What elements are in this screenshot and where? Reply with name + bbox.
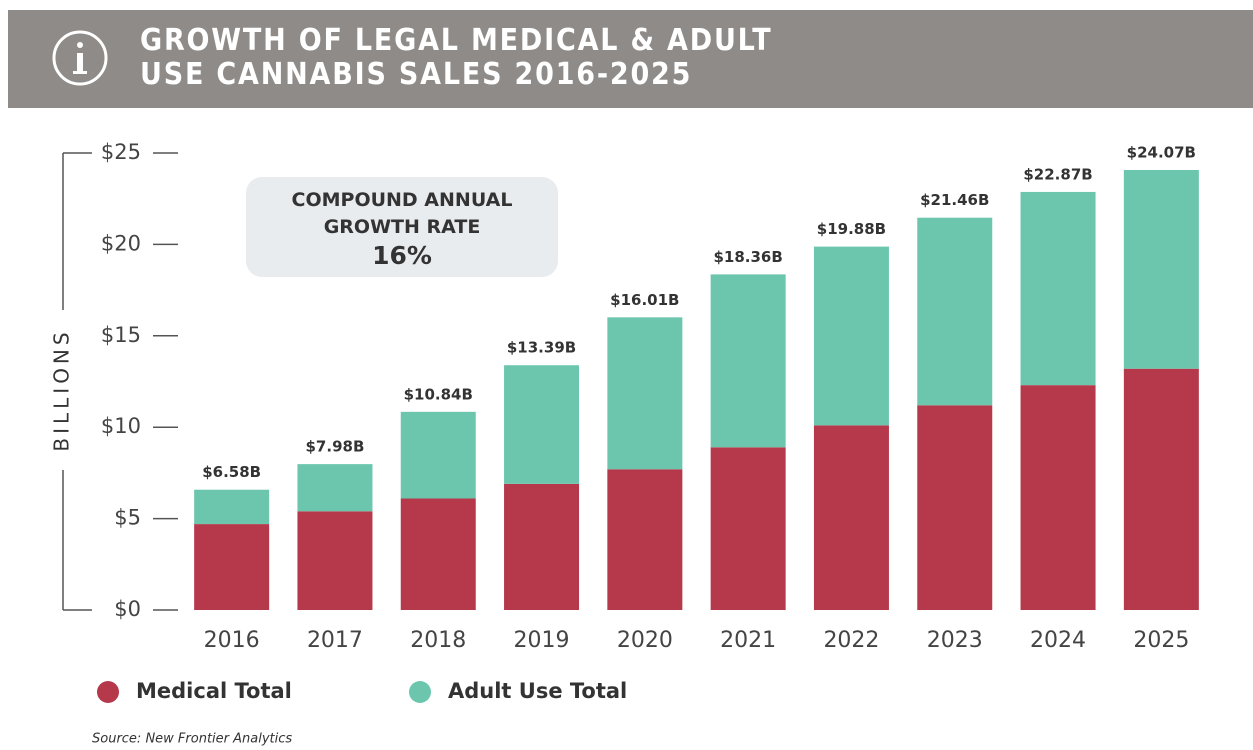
bar-segment xyxy=(607,469,683,610)
total-label: $22.87B xyxy=(1023,165,1092,183)
bar-segment xyxy=(710,447,786,610)
x-tick-label: 2024 xyxy=(1030,628,1086,653)
axis-label-bg xyxy=(50,310,76,470)
legend-swatch xyxy=(409,681,431,703)
x-tick-label: 2021 xyxy=(720,628,776,653)
bar-segment xyxy=(400,411,476,499)
bar-segment xyxy=(297,511,373,610)
x-tick-label: 2017 xyxy=(307,628,363,653)
source: Source: New Frontier Analytics xyxy=(92,732,292,747)
x-tick-label: 2022 xyxy=(823,628,879,653)
y-tick-label: $20 xyxy=(101,231,141,255)
bar-segment xyxy=(813,425,889,610)
bar-segment xyxy=(607,317,683,470)
bar-segment xyxy=(194,524,270,610)
x-tick-label: 2016 xyxy=(204,628,260,653)
bar-segment xyxy=(400,498,476,610)
bar-segment xyxy=(813,246,889,426)
total-label: $7.98B xyxy=(306,438,365,456)
x-tick-label: 2018 xyxy=(410,628,466,653)
info-icon xyxy=(52,30,108,86)
y-tick-label: $25 xyxy=(101,140,141,164)
x-tick-label: 2020 xyxy=(617,628,673,653)
total-label: $13.39B xyxy=(507,339,576,357)
total-label: $24.07B xyxy=(1127,144,1196,162)
annotation-value: 16% xyxy=(372,241,432,270)
legend-swatch xyxy=(97,681,119,703)
bar-segment xyxy=(710,274,786,448)
x-tick-label: 2023 xyxy=(927,628,983,653)
legend-label: Adult Use Total xyxy=(448,679,627,703)
y-tick-label: $5 xyxy=(114,506,141,530)
x-tick-label: 2025 xyxy=(1133,628,1189,653)
total-label: $18.36B xyxy=(713,248,782,266)
y-tick-label: $10 xyxy=(101,414,141,438)
y-tick-label: $0 xyxy=(114,597,141,621)
bar-segment xyxy=(504,483,580,610)
bar-segment xyxy=(194,489,270,525)
bar-segment xyxy=(297,464,373,512)
x-tick-label: 2019 xyxy=(514,628,570,653)
total-label: $10.84B xyxy=(404,385,473,403)
header: GROWTH OF LEGAL MEDICAL & ADULT USE CANN… xyxy=(8,10,1253,108)
total-label: $19.88B xyxy=(817,220,886,238)
total-label: $21.46B xyxy=(920,191,989,209)
bar-segment xyxy=(1123,368,1199,610)
y-tick-label: $15 xyxy=(101,323,141,347)
annotation-box xyxy=(246,177,558,277)
bar-segment xyxy=(1020,191,1096,386)
annotation-text: COMPOUND ANNUAL GROWTH RATE xyxy=(292,189,513,238)
bar-segment xyxy=(1020,385,1096,610)
legend-label: Medical Total xyxy=(136,679,292,703)
chart-title: GROWTH OF LEGAL MEDICAL & ADULT USE CANN… xyxy=(140,23,773,92)
bar-segment xyxy=(1123,170,1199,369)
y-axis-label: BILLIONS xyxy=(50,328,74,451)
bar-segment xyxy=(917,217,993,406)
total-label: $6.58B xyxy=(202,463,261,481)
bar-segment xyxy=(917,405,993,610)
total-label: $16.01B xyxy=(610,291,679,309)
bar-segment xyxy=(504,365,580,484)
